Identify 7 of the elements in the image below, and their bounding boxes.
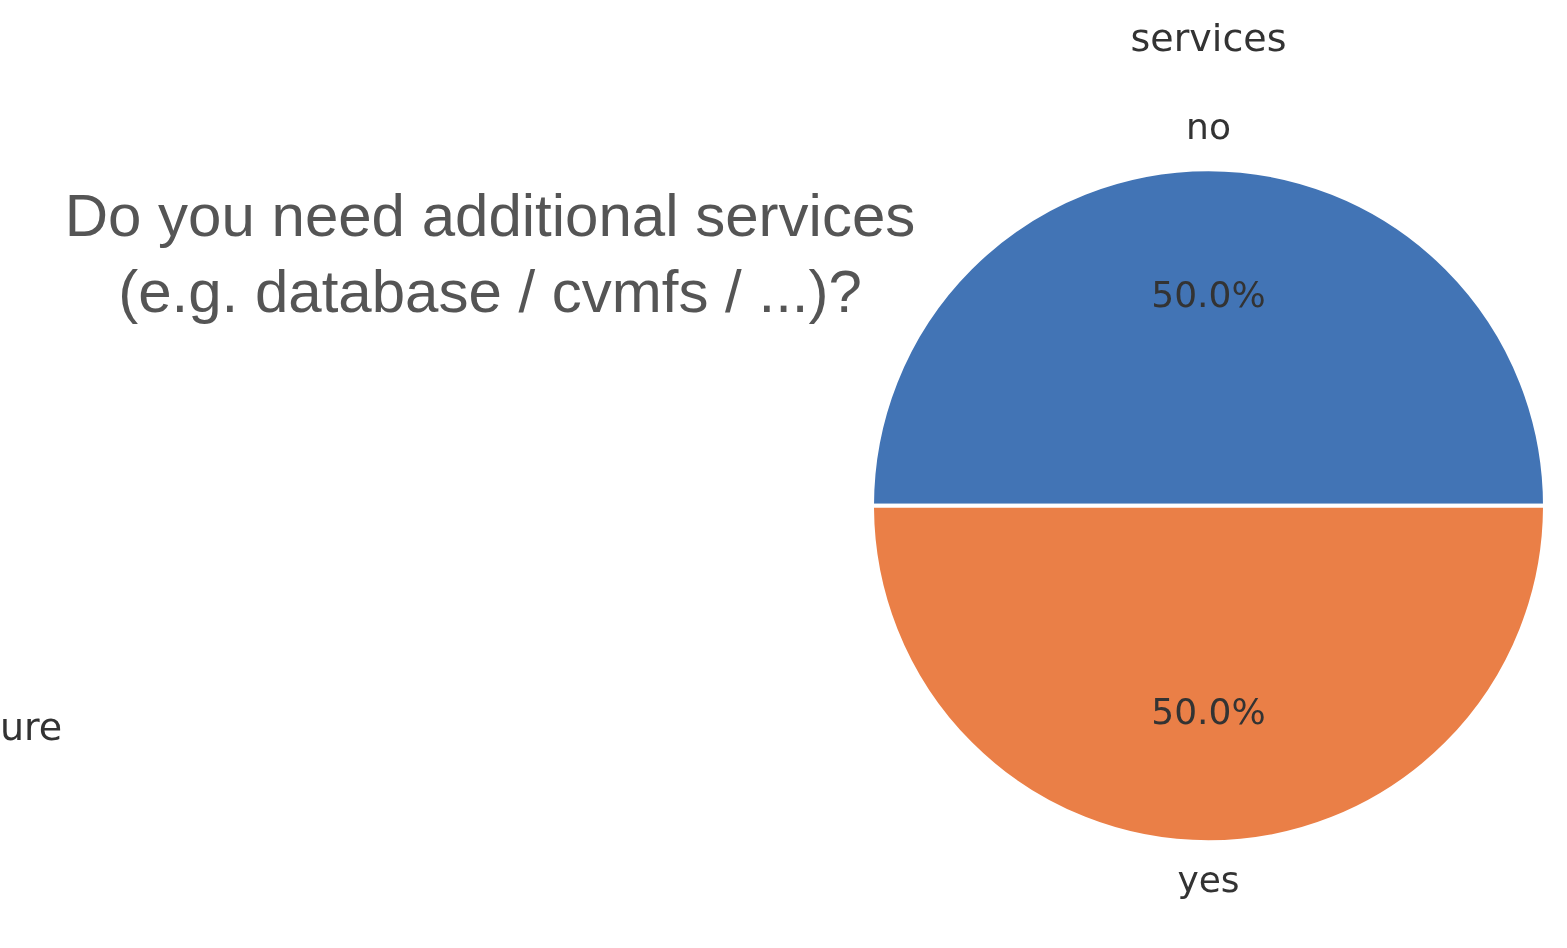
chart-title: services <box>1130 15 1287 60</box>
text: ure <box>0 705 63 749</box>
slice-label: no <box>1186 105 1231 147</box>
text: Do you need additional services (e.g. database / cvmfs / ...)? <box>63 181 917 327</box>
slice-label: yes <box>1177 858 1240 900</box>
data-label: 50.0% <box>1151 690 1266 732</box>
data-label: 50.0% <box>1151 273 1266 315</box>
